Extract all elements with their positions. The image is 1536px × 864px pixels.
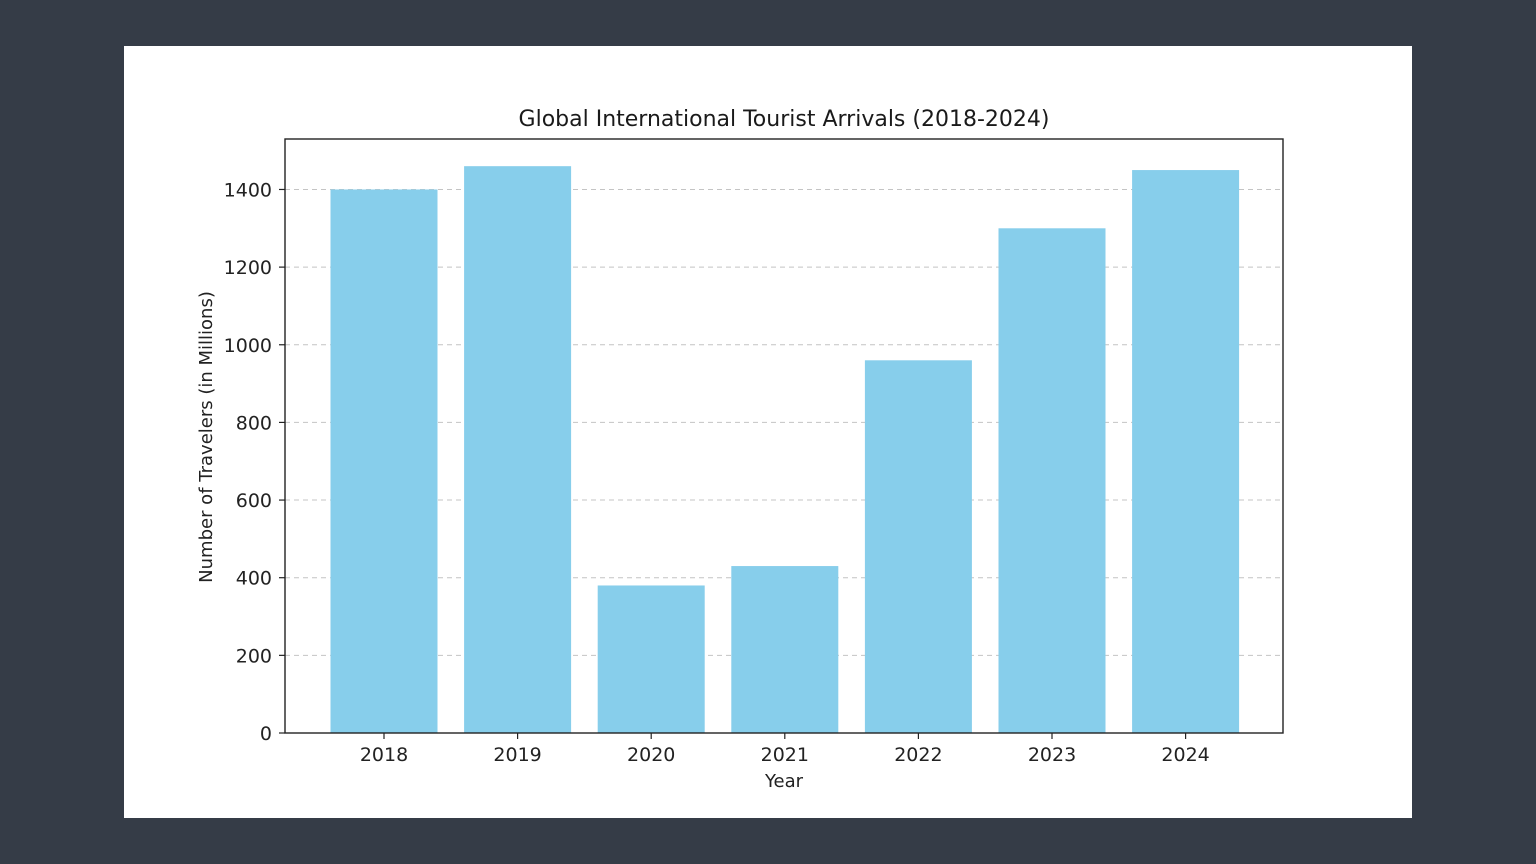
plot-frame (284, 138, 1284, 734)
y-tick-label: 600 (236, 490, 272, 512)
bar-2021 (731, 566, 839, 733)
x-tick-label-2023: 2023 (1028, 744, 1076, 766)
bar-2018 (330, 189, 438, 733)
y-tick-label: 1400 (224, 179, 272, 201)
x-tick-label-2021: 2021 (761, 744, 809, 766)
bar-2020 (597, 585, 705, 733)
bar-2024 (1132, 170, 1240, 733)
y-axis-ticks: 0 200 400 600 800 1000 1200 1400 (224, 179, 285, 745)
y-tick-label: 1200 (224, 257, 272, 279)
y-tick-label: 0 (260, 723, 272, 745)
bars (330, 166, 1240, 734)
y-tick-label: 200 (236, 645, 272, 667)
y-tick-label: 400 (236, 568, 272, 590)
x-tick-label-2022: 2022 (894, 744, 942, 766)
chart-title: Global International Tourist Arrivals (2… (519, 107, 1050, 132)
bar-2022 (864, 360, 972, 733)
y-tick-label: 1000 (224, 335, 272, 357)
x-tick-label-2020: 2020 (627, 744, 675, 766)
y-tick-label: 800 (236, 412, 272, 434)
y-axis-title: Number of Travelers (in Millions) (196, 291, 217, 583)
x-axis-title: Year (764, 771, 804, 792)
bar-2023 (998, 228, 1106, 733)
x-tick-label-2024: 2024 (1161, 744, 1209, 766)
x-axis-ticks: 2018 2019 2020 2021 2022 2023 2024 (360, 733, 1210, 766)
bar-2019 (464, 166, 572, 734)
x-tick-label-2019: 2019 (493, 744, 541, 766)
x-tick-label-2018: 2018 (360, 744, 408, 766)
